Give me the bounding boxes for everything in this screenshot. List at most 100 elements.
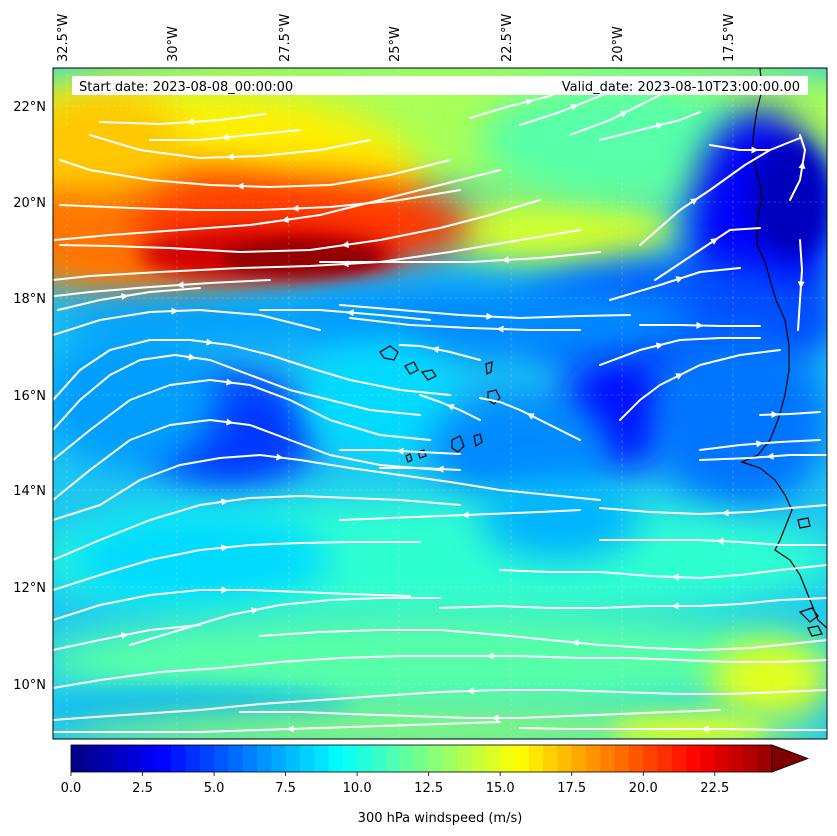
coastline-segment (798, 607, 819, 623)
colorbar-block (242, 745, 258, 772)
streamline-arrow (120, 632, 129, 640)
colorbar-block (528, 745, 544, 772)
streamline-arrow (751, 146, 759, 154)
valid-date-text: Valid_date: 2023-08-10T23:00:00.00 (562, 80, 800, 95)
streamline-arrow (798, 161, 806, 169)
colorbar-block (314, 745, 330, 772)
lat-label: 14°N (13, 484, 46, 499)
colorbar-block (142, 745, 158, 772)
coastline-segment (797, 517, 811, 529)
streamline-arrow (226, 418, 234, 426)
streamline-arrow (655, 342, 664, 350)
streamline-arrow (525, 98, 534, 106)
latitude-labels: 22°N 20°N 18°N 16°N 14°N 12°N 10°N (13, 100, 46, 693)
lat-label: 16°N (13, 389, 46, 404)
streamline-arrow (221, 544, 229, 552)
colorbar-block (342, 745, 358, 772)
streamline-arrow (221, 586, 229, 594)
streamline-arrow (771, 411, 779, 419)
windspeed-blob (70, 510, 330, 610)
coastline-segment (379, 345, 399, 361)
streamline-arrow (188, 353, 196, 361)
lat-label: 18°N (13, 292, 46, 307)
streamline (53, 454, 601, 521)
colorbar-block (543, 745, 559, 772)
streamline (53, 354, 421, 431)
windspeed-blob (300, 340, 460, 460)
streamline-arrow (620, 110, 629, 118)
lon-label: 17.5°W (722, 14, 737, 62)
streamline-arrow (675, 276, 684, 283)
lon-label: 32.5°W (56, 14, 71, 62)
streamline-arrow (655, 122, 664, 130)
streamline-arrow (286, 725, 294, 733)
coastline-segment (740, 68, 827, 629)
coastline-segment (485, 361, 493, 375)
colorbar-tick-label: 2.5 (132, 781, 153, 796)
lat-label: 10°N (13, 678, 46, 693)
streamline-arrow (486, 312, 494, 320)
streamline-arrow (176, 281, 184, 289)
streamline-arrow (571, 639, 579, 647)
streamline-arrow (716, 537, 724, 545)
longitude-labels: 32.5°W 30°W 27.5°W 25°W 22.5°W 20°W 17.5… (56, 14, 737, 62)
streamline-arrow (221, 498, 229, 506)
colorbar: 0.0 2.5 5.0 7.5 10.0 12.5 15.0 17.5 20.0 22.5 300… (61, 744, 810, 826)
colorbar-block (743, 745, 759, 772)
streamline-arrow (696, 321, 704, 329)
colorbar-tick-label: 22.5 (700, 781, 729, 796)
colorbar-block (285, 745, 301, 772)
streamline-arrow (186, 118, 194, 126)
lon-label: 20°W (611, 26, 626, 62)
coastline-segment (473, 433, 483, 447)
colorbar-block (757, 745, 773, 772)
streamline-arrow (446, 404, 455, 411)
lon-label: 27.5°W (278, 14, 293, 62)
colorbar-tick-label: 5.0 (204, 781, 225, 796)
colorbar-block (371, 745, 387, 772)
streamline (379, 467, 461, 471)
colorbar-block (557, 745, 573, 772)
streamline-arrow (341, 241, 349, 248)
colorbar-block (85, 745, 101, 772)
colorbar-block (657, 745, 673, 772)
streamline-arrow (710, 238, 718, 245)
streamline-arrow (721, 509, 729, 517)
windspeed-blob (440, 190, 680, 270)
windspeed-map (53, 68, 827, 739)
streamline-arrow (171, 307, 179, 315)
streamline (53, 339, 451, 401)
windspeed-blob (610, 715, 770, 739)
streamline-arrow (690, 198, 698, 205)
coastline-segment (404, 361, 419, 375)
map-frame (52, 67, 828, 740)
streamline-arrow (486, 652, 494, 660)
colorbar-block (457, 745, 473, 772)
start-date-text: Start date: 2023-08-08_00:00:00 (79, 80, 293, 95)
streamline (319, 251, 601, 263)
coastline-segment (405, 453, 413, 463)
streamline-arrow (671, 573, 679, 581)
lon-label: 30°W (166, 26, 181, 62)
windspeed-blob (53, 330, 220, 470)
colorbar-tick-label: 7.5 (275, 781, 296, 796)
colorbar-block (214, 745, 229, 772)
colorbar-block (199, 745, 215, 772)
streamline (439, 597, 827, 609)
colorbar-block (614, 745, 630, 772)
streamline-arrow (797, 281, 805, 289)
colorbar-block (628, 745, 644, 772)
colorbar-block (256, 745, 272, 772)
streamline-arrow (396, 447, 404, 455)
streamline-arrow (501, 256, 509, 264)
streamline-arrow (276, 453, 284, 461)
streamline-arrow (291, 204, 299, 212)
streamline (129, 597, 441, 646)
streamline (53, 721, 501, 733)
streamline-arrow (436, 465, 444, 473)
streamline-arrow (496, 325, 504, 333)
colorbar-block (185, 745, 201, 772)
colorbar-tick-label: 12.5 (414, 781, 443, 796)
colorbar-block (500, 745, 516, 772)
colorbar-block (671, 745, 687, 772)
